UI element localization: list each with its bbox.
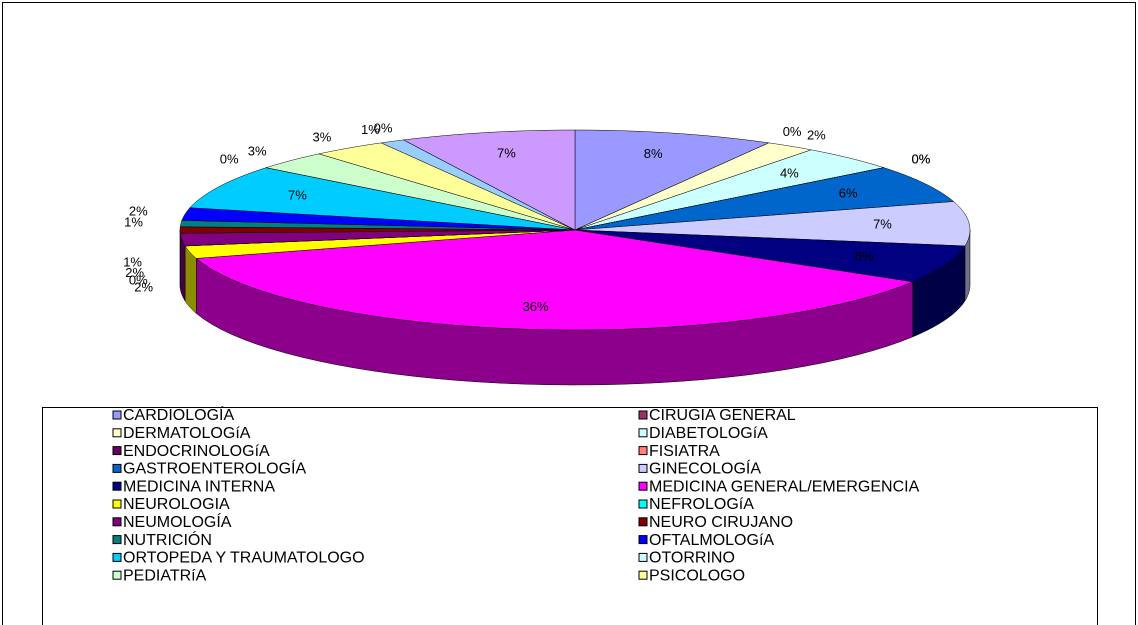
legend-label: CIRUGIA GENERAL [649, 407, 796, 424]
slice [179, 229, 576, 247]
legend-label: GINECOLOGÍA [649, 459, 761, 478]
legend-swatch [638, 499, 648, 509]
data-label: 0% [374, 121, 393, 136]
legend-swatch [112, 517, 122, 527]
legend-label: MEDICINA INTERNA [123, 478, 275, 495]
legend-swatch [638, 446, 648, 456]
data-label: 3% [248, 144, 267, 159]
data-label: 0% [129, 272, 148, 287]
legend-label: NEUMOLOGÍA [123, 512, 232, 531]
legend-swatch [112, 535, 122, 545]
legend-swatch [638, 570, 648, 580]
data-label: 2% [125, 265, 144, 280]
slice [574, 129, 770, 231]
data-label: 4% [780, 165, 799, 180]
slice [380, 139, 576, 231]
data-label: 2% [129, 204, 148, 219]
legend-label: DIABETOLOGíA [649, 425, 768, 442]
slice [574, 149, 884, 231]
data-label: 1% [361, 122, 380, 137]
slice [574, 142, 813, 231]
legend-swatch [638, 481, 648, 491]
slice [266, 153, 576, 231]
legend-label: GASTROENTEROLOGÍA [123, 459, 306, 478]
legend-label: ORTOPEDA Y TRAUMATOLOGO [123, 550, 365, 567]
slice [318, 142, 576, 231]
slice [184, 229, 576, 259]
data-label: 2% [134, 279, 153, 294]
slice [574, 167, 955, 231]
legend-label: NEUROLOGIA [123, 496, 230, 513]
legend-label: NUTRICIÓN [123, 530, 212, 549]
legend-swatch [638, 428, 648, 438]
data-label: 1% [124, 214, 143, 229]
legend-swatch [638, 552, 648, 562]
slice [574, 229, 966, 283]
slice [189, 167, 576, 231]
data-label: 6% [855, 248, 874, 263]
legend-box [42, 407, 1098, 625]
legend-swatch [112, 463, 122, 473]
pie: 8%0% 2%4%0%0%6%7%6%36%2%0%2%1%1%2%7%0%3%3… [123, 121, 971, 386]
data-label: 1% [123, 254, 142, 269]
legend-swatch [112, 446, 122, 456]
data-label: 0% [220, 152, 239, 167]
legend-swatch [638, 535, 648, 545]
legend-swatch [112, 570, 122, 580]
legend-swatch [112, 481, 122, 491]
data-label: 2% [807, 128, 826, 143]
legend-label: NEFROLOGíA [649, 496, 754, 513]
data-label: 3% [312, 130, 331, 145]
legend-label: ENDOCRINOLOGíA [123, 443, 270, 460]
data-label: 7% [873, 216, 892, 231]
data-label: 0% [911, 152, 930, 167]
legend-swatch [112, 410, 122, 420]
legend-swatch [638, 517, 648, 527]
slice [195, 229, 914, 331]
legend-label: OFTALMOLOGíA [649, 532, 774, 549]
data-label: 8% [644, 146, 663, 161]
data-label: 6% [839, 185, 858, 200]
legend-label: DERMATOLOGíA [123, 425, 251, 442]
slice [402, 129, 576, 231]
data-label: 7% [288, 188, 307, 203]
legend-swatch [112, 428, 122, 438]
legend-swatch [638, 410, 648, 420]
legend-label: CARDIOLOGÍA [123, 405, 234, 424]
data-label: 7% [497, 145, 516, 160]
data-label: 0% [911, 152, 930, 167]
legend-swatch [112, 552, 122, 562]
data-label: 0% [783, 124, 802, 139]
legend-label: NEURO CIRUJANO [649, 514, 793, 531]
slice [179, 226, 576, 234]
legend-label: MEDICINA GENERAL/EMERGENCIA [649, 478, 920, 495]
slice [574, 201, 971, 247]
legend-label: PSICOLOGO [649, 567, 745, 584]
legend: CARDIOLOGÍA CIRUGIA GENERAL DERMATOLOGíA DI… [112, 405, 920, 584]
legend-label: PEDIATRíA [123, 567, 207, 584]
legend-swatch [112, 499, 122, 509]
legend-label: OTORRINO [649, 550, 735, 567]
legend-label: FISIATRA [649, 443, 720, 460]
legend-swatch [638, 463, 648, 473]
data-label: 36% [523, 299, 549, 314]
